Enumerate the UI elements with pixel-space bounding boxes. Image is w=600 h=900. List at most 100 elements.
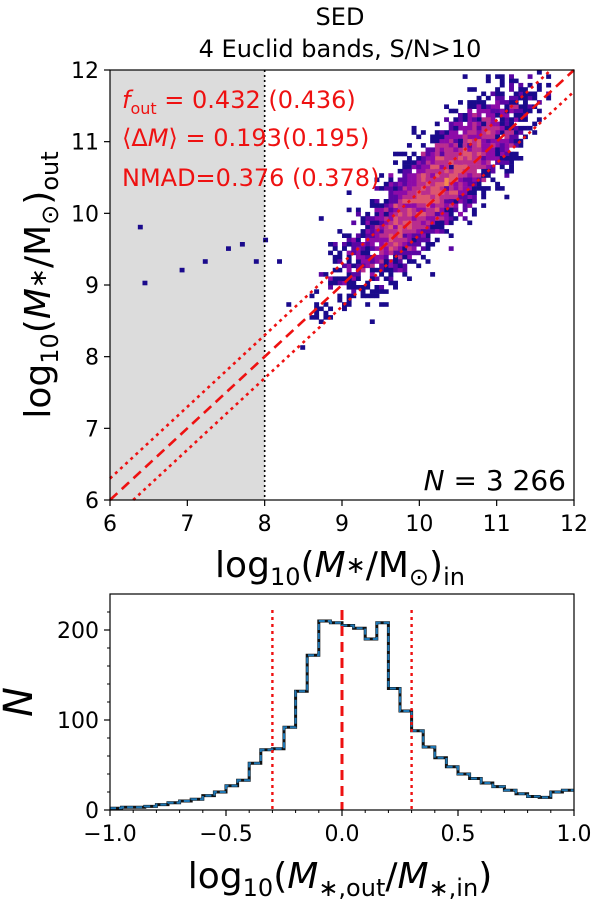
heatmap-cell	[546, 74, 552, 79]
heatmap-cell	[522, 87, 528, 92]
heatmap-cell	[360, 216, 366, 221]
heatmap-cell	[495, 130, 501, 135]
heatmap-cell	[495, 186, 501, 191]
heatmap-cell	[453, 173, 459, 178]
histogram-step-line	[110, 620, 574, 810]
heatmap-cell	[453, 164, 459, 170]
heatmap-cell	[393, 216, 398, 221]
heatmap-cell	[332, 259, 338, 264]
heatmap-cell	[481, 151, 487, 157]
heatmap-cell	[388, 211, 394, 217]
heatmap-cell	[420, 164, 426, 170]
heatmap-cell	[495, 91, 501, 97]
heatmap-cell	[346, 263, 352, 269]
heatmap-cell	[332, 242, 338, 247]
heatmap-cell	[453, 151, 459, 157]
heatmap-cell	[360, 254, 366, 260]
heatmap-cell	[439, 168, 445, 174]
heatmap-cell	[458, 199, 463, 204]
heatmap-cell	[513, 130, 519, 135]
heatmap-cell	[402, 211, 408, 217]
heatmap-cell	[490, 134, 496, 140]
heatmap-cell	[458, 156, 463, 161]
heatmap-cell	[406, 160, 412, 165]
heatmap-cell	[397, 237, 403, 243]
heatmap-cell	[397, 224, 403, 230]
heatmap-cell	[453, 199, 459, 204]
heatmap-cell	[416, 216, 422, 221]
heatmap-cell	[137, 224, 143, 230]
heatmap-cell	[462, 160, 468, 165]
heatmap-cell	[462, 207, 468, 213]
heatmap-cell	[393, 250, 398, 256]
heatmap-cell	[453, 121, 459, 127]
heatmap-cell	[490, 117, 496, 122]
heatmap-cell	[444, 147, 450, 152]
heatmap-cell	[383, 276, 389, 281]
heatmap-cell	[462, 186, 468, 191]
heatmap-cell	[351, 242, 357, 247]
heatmap-cell	[346, 302, 352, 307]
heatmap-cell	[430, 190, 436, 195]
heatmap-cell	[458, 164, 463, 170]
heatmap-cell	[485, 151, 491, 157]
heatmap-cell	[388, 242, 394, 247]
heatmap-cell	[444, 190, 450, 195]
heatmap-cell	[402, 207, 408, 213]
heatmap-cell	[411, 220, 417, 226]
heatmap-cell	[467, 160, 473, 165]
heatmap-cell	[332, 267, 338, 273]
heatmap-cell	[448, 125, 454, 131]
heatmap-cell	[499, 130, 505, 135]
y-tick-label: 6	[85, 489, 99, 514]
heatmap-cell	[388, 276, 394, 281]
heatmap-cell	[397, 216, 403, 221]
heatmap-cell	[467, 199, 473, 204]
heatmap-cell	[522, 125, 528, 131]
heatmap-cell	[513, 134, 519, 140]
heatmap-cell	[397, 254, 403, 260]
heatmap-cell	[286, 302, 292, 307]
heatmap-cell	[397, 194, 403, 200]
heatmap-cell	[416, 134, 422, 140]
heatmap-cell	[383, 199, 389, 204]
heatmap-cell	[402, 242, 408, 247]
heatmap-cell	[374, 276, 380, 281]
heatmap-cell	[263, 237, 269, 243]
heatmap-cell	[402, 263, 408, 269]
heatmap-cell	[369, 237, 375, 243]
heatmap-cell	[509, 121, 514, 127]
heatmap-cell	[448, 233, 454, 238]
heatmap-cell	[411, 250, 417, 256]
heatmap-cell	[430, 156, 436, 161]
heatmap-cell	[532, 121, 538, 127]
heatmap-cell	[458, 121, 463, 127]
heatmap-cell	[346, 242, 352, 247]
heatmap-cell	[406, 211, 412, 217]
heatmap-cell	[425, 164, 431, 170]
heatmap-cell	[323, 302, 329, 307]
heatmap-cell	[453, 160, 459, 165]
heatmap-cell	[532, 130, 538, 135]
heatmap-cell	[462, 117, 468, 122]
heatmap-cell	[388, 263, 394, 269]
heatmap-cell	[453, 181, 459, 187]
heatmap-cell	[425, 220, 431, 226]
heatmap-cell	[476, 113, 482, 118]
heatmap-cell	[439, 229, 445, 234]
heatmap-cell	[379, 211, 385, 217]
heatmap-cell	[476, 143, 482, 148]
heatmap-cell	[430, 194, 436, 200]
heatmap-cell	[458, 100, 463, 105]
heatmap-cell	[430, 211, 436, 217]
x-tick-label: −1.0	[83, 822, 136, 847]
heatmap-cell	[434, 203, 440, 208]
heatmap-cell	[360, 289, 366, 294]
heatmap-cell	[485, 164, 491, 170]
heatmap-cell	[504, 194, 510, 200]
heatmap-cell	[481, 168, 487, 174]
heatmap-cell	[504, 147, 510, 152]
heatmap-cell	[416, 224, 422, 230]
heatmap-cell	[416, 173, 422, 178]
heatmap-cell	[365, 259, 371, 264]
